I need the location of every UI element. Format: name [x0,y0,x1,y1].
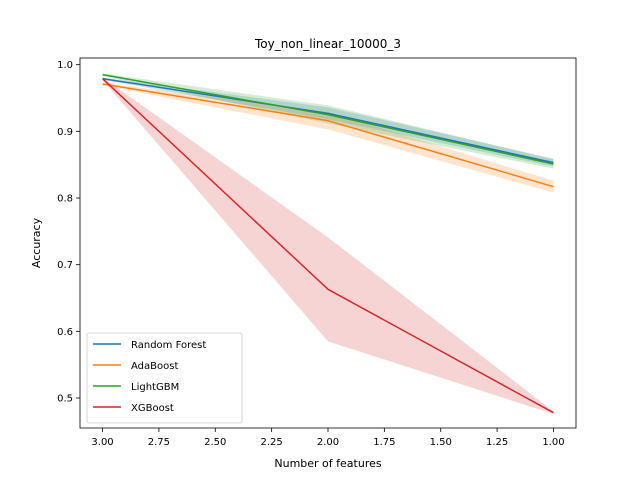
y-axis-label: Accuracy [30,217,43,268]
x-axis-label: Number of features [274,457,381,470]
x-tick-label: 2.25 [261,437,283,448]
y-tick-label: 1.0 [57,60,73,71]
y-tick-label: 0.7 [57,260,73,271]
random-forest-line [102,77,554,164]
x-tick-label: 1.50 [430,437,452,448]
x-tick-label: 2.00 [317,437,339,448]
x-tick-label: 3.00 [91,437,113,448]
y-tick-label: 0.6 [57,327,73,338]
x-tick-label: 1.25 [486,437,508,448]
x-axis-ticks: 3.00 2.75 2.50 2.25 2.00 1.75 1.50 1.25 1.00 [91,428,565,448]
legend-label-xgboost: XGBoost [131,403,174,414]
x-tick-label: 1.00 [542,437,564,448]
legend-label-adaboost: AdaBoost [131,361,178,372]
y-tick-label: 0.5 [57,394,73,405]
legend: Random Forest AdaBoost LightGBM XGBoost [86,332,243,424]
legend-box [86,332,243,424]
adaboost-line [102,83,554,188]
legend-label-lightgbm: LightGBM [131,382,179,393]
xgboost-band [102,77,554,414]
adaboost-band [102,82,554,193]
x-tick-label: 2.50 [204,437,226,448]
x-tick-label: 2.75 [148,437,170,448]
y-axis-ticks: 0.5 0.6 0.7 0.8 0.9 1.0 [57,60,80,405]
y-tick-label: 0.9 [57,127,73,138]
series-lines [102,73,554,414]
xgboost-line [102,78,554,414]
legend-label-random-forest: Random Forest [131,340,206,351]
x-tick-label: 1.75 [373,437,395,448]
y-tick-label: 0.8 [57,194,73,205]
lightgbm-line [102,73,554,165]
chart-title: Toy_non_linear_10000_3 [254,37,401,51]
